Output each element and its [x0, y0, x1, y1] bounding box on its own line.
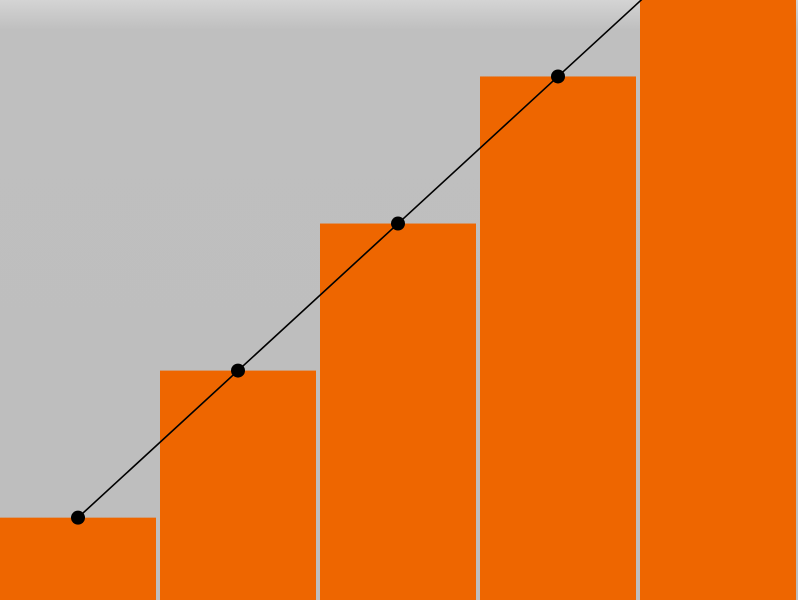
bar: [160, 370, 316, 600]
bar: [640, 0, 796, 600]
bar: [320, 223, 476, 600]
bar: [0, 517, 156, 600]
point-marker: [231, 363, 245, 378]
point-marker: [391, 216, 405, 231]
point-marker: [71, 510, 85, 525]
point-marker: [551, 69, 565, 84]
bar: [480, 76, 636, 600]
